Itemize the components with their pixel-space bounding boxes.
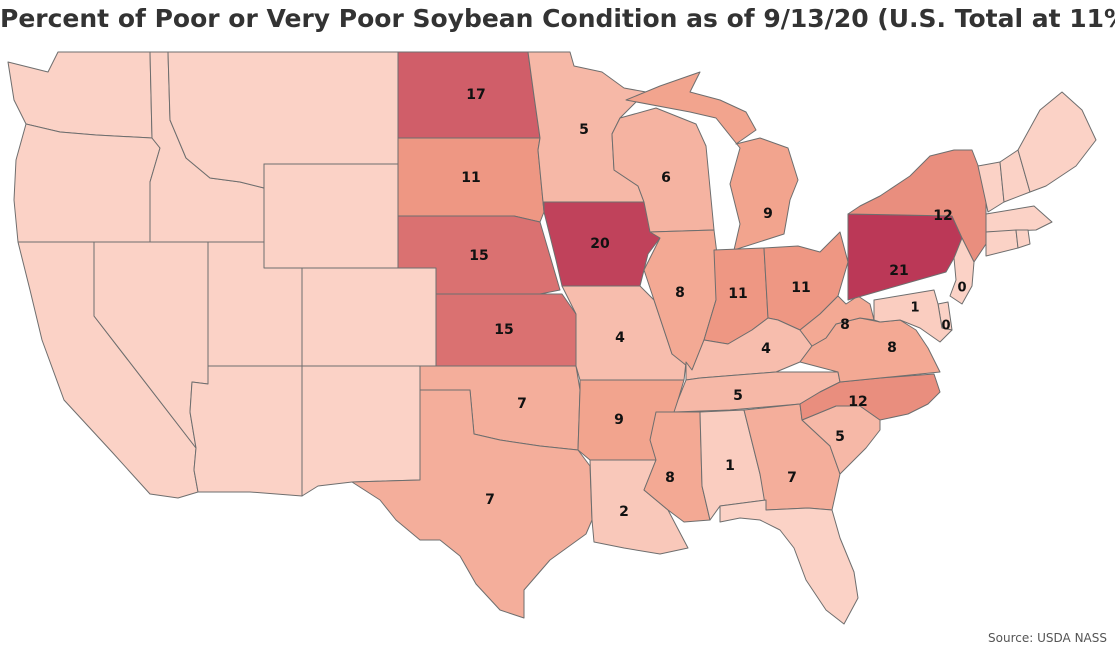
state-mo [561,285,687,381]
value-label-va: 8 [887,340,897,356]
state-nm [301,365,421,497]
value-label-tx: 7 [485,492,495,508]
state-wy [263,163,399,269]
map-title: Percent of Poor or Very Poor Soybean Con… [0,4,1115,33]
value-label-sd: 11 [461,170,480,186]
state-mi [625,71,799,251]
value-label-ky: 4 [761,341,771,357]
state-co [301,267,437,367]
value-label-mi: 9 [763,206,773,222]
state-me [1017,91,1097,193]
value-label-oh: 11 [791,280,810,296]
state-ri [1015,229,1031,249]
value-label-ia: 20 [590,236,610,252]
value-label-ms: 8 [665,470,675,486]
value-label-ar: 9 [614,412,624,428]
value-label-pa: 21 [889,263,908,279]
state-ma [985,205,1053,233]
value-label-la: 2 [619,504,629,520]
value-label-tn: 5 [733,388,743,404]
value-label-il: 8 [675,285,685,301]
value-label-al: 1 [725,458,735,474]
value-label-ga: 7 [787,470,797,486]
value-label-mn: 5 [579,122,589,138]
value-label-nc: 12 [848,394,867,410]
state-pa [847,213,963,301]
state-ct [985,229,1019,257]
value-label-md: 1 [910,301,919,316]
state-az [189,365,303,497]
value-label-mo: 4 [615,330,625,346]
states-layer [7,51,1097,625]
value-label-nj: 0 [957,281,966,296]
value-label-ne: 15 [469,248,488,264]
state-wv [799,295,875,347]
value-label-de: 0 [941,319,950,334]
value-label-ok: 7 [517,396,527,412]
value-label-wi: 6 [661,170,671,186]
state-md [873,289,953,343]
value-label-nd: 17 [466,87,485,103]
state-tx [351,389,593,619]
value-label-sc: 5 [835,429,845,445]
value-label-ks: 15 [494,322,513,338]
state-nj [949,237,975,305]
value-label-wv: 8 [840,317,850,333]
source-note: Source: USDA NASS [988,631,1107,645]
value-label-in: 11 [728,286,747,302]
state-or [13,123,161,243]
value-label-ny: 12 [933,208,952,224]
state-fl [719,499,859,625]
